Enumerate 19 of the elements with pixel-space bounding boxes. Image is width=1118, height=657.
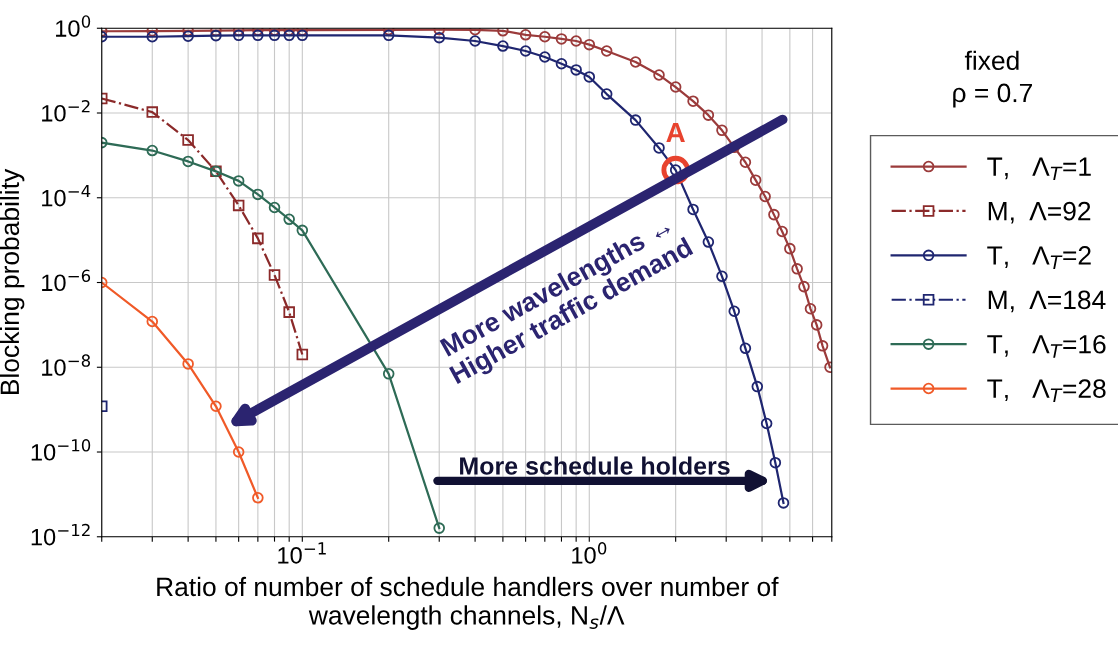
legend-label: T, Λ$_{T}$=1 bbox=[987, 157, 1091, 181]
y-tick-label: 10$^{−6}$ bbox=[42, 269, 91, 292]
legend-label: T, Λ$_{T}$=28 bbox=[987, 379, 1106, 403]
y-tick-label: 10$^{−10}$ bbox=[31, 439, 91, 461]
y-tick-label: 10$^{−4}$ bbox=[42, 185, 91, 207]
legend-label: T, Λ$_{T}$=2 bbox=[987, 246, 1091, 269]
y-tick-label: 10$^{0}$ bbox=[56, 15, 91, 37]
annotation: A bbox=[666, 122, 685, 143]
text: fixed ρ = 0.7 bbox=[953, 50, 1032, 108]
annotation: More schedule holders bbox=[460, 456, 730, 475]
legend-label: T, Λ$_{T}$=16 bbox=[987, 334, 1106, 358]
legend-label: M, Λ=92 bbox=[988, 201, 1091, 224]
x-axis-title: Ratio of number of schedule handlers over number of wavelength channels, N$_{s}$/Λ bbox=[157, 576, 779, 630]
y-tick-label: 10$^{−12}$ bbox=[31, 523, 90, 546]
y-tick-label: 10$^{−8}$ bbox=[42, 354, 91, 376]
x-tick-label: 10$^{−1}$ bbox=[278, 542, 326, 564]
legend-label: M, Λ=184 bbox=[988, 290, 1106, 313]
y-axis-title: Blocking probability bbox=[0, 168, 25, 395]
y-tick-label: 10$^{−2}$ bbox=[42, 100, 90, 122]
